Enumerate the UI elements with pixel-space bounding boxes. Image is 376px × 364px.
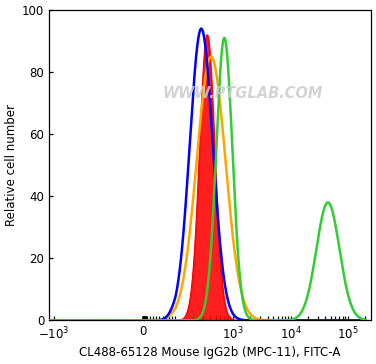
X-axis label: CL488-65128 Mouse IgG2b (MPC-11), FITC-A: CL488-65128 Mouse IgG2b (MPC-11), FITC-A	[79, 346, 341, 359]
Text: WWW.PTGLAB.COM: WWW.PTGLAB.COM	[162, 86, 323, 101]
Y-axis label: Relative cell number: Relative cell number	[5, 104, 18, 226]
